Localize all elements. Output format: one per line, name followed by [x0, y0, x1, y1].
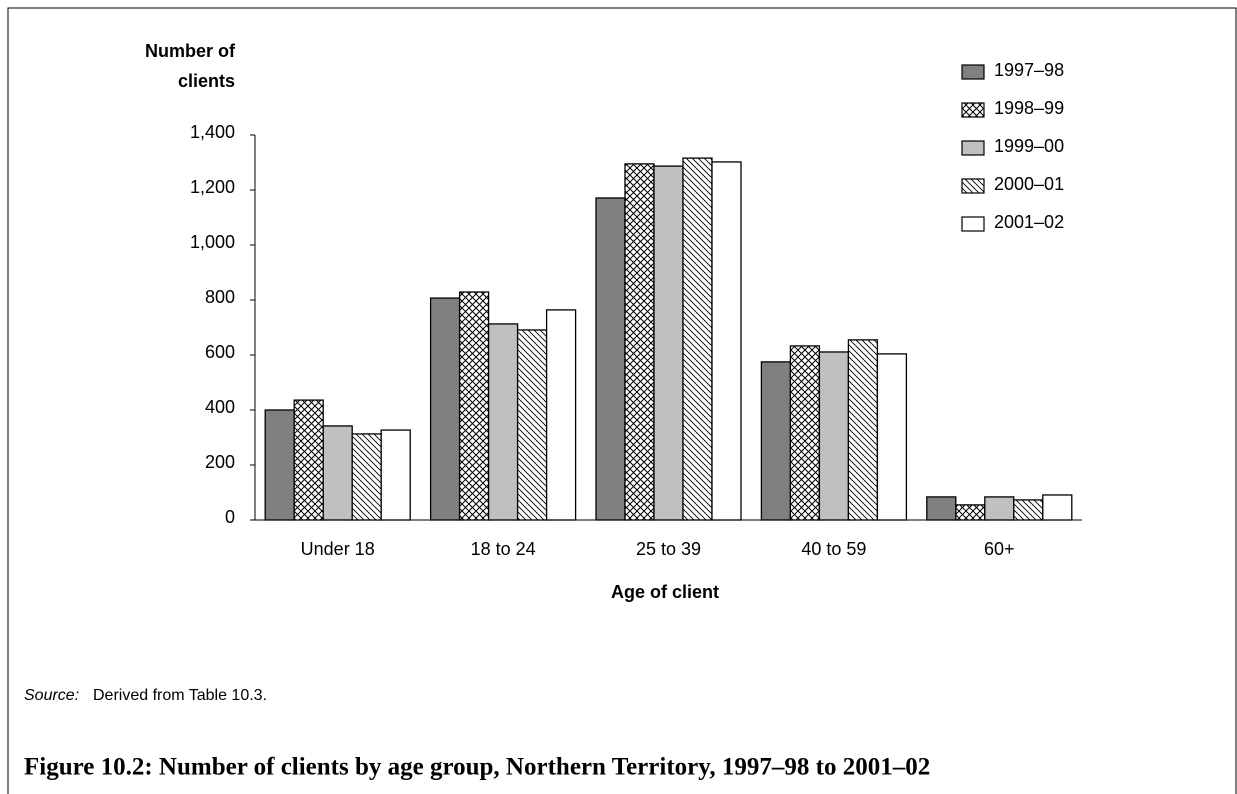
bar: [458, 291, 490, 521]
y-tick-label: 0: [225, 507, 235, 527]
legend-swatch: [961, 64, 985, 80]
bar: [682, 157, 713, 521]
bar: [653, 165, 684, 521]
bar: [429, 297, 461, 521]
source-text: Derived from Table 10.3.: [93, 687, 267, 704]
legend-label: 2000–01: [994, 174, 1064, 194]
bar: [487, 323, 519, 521]
y-tick-label: 800: [205, 287, 235, 307]
bar: [351, 433, 382, 521]
bar: [1013, 499, 1044, 521]
bar: [264, 409, 295, 521]
frame: [7, 7, 1237, 794]
bar: [984, 496, 1015, 521]
bar: [955, 504, 986, 521]
bar: [322, 425, 353, 521]
y-tick-label: 600: [205, 342, 235, 362]
chart-title: Figure 10.2: Number of clients by age gr…: [24, 754, 930, 781]
bar: [711, 161, 742, 521]
x-tick-label: 40 to 59: [801, 539, 866, 559]
x-tick-label: 60+: [984, 539, 1015, 559]
legend-swatch: [961, 140, 985, 156]
bar: [926, 496, 957, 521]
legend-label: 2001–02: [994, 212, 1064, 232]
x-tick-label: 25 to 39: [636, 539, 701, 559]
bar: [595, 197, 626, 521]
bar: [624, 163, 655, 521]
y-tick-label: 1,400: [190, 122, 235, 142]
source-label: Source:: [24, 687, 79, 704]
legend-label: 1999–00: [994, 136, 1064, 156]
bar: [293, 399, 324, 521]
bar: [789, 345, 821, 521]
legend-label: 1998–99: [994, 98, 1064, 118]
legend-swatch: [961, 216, 985, 232]
y-tick-label: 1,000: [190, 232, 235, 252]
bar: [545, 309, 577, 521]
y-tick-label: 400: [205, 397, 235, 417]
bar: [818, 351, 850, 521]
legend-swatch: [961, 178, 985, 194]
legend-label: 1997–98: [994, 60, 1064, 80]
x-axis-title: Age of client: [611, 582, 719, 602]
x-tick-label: 18 to 24: [471, 539, 536, 559]
legend-swatch: [961, 102, 985, 118]
bar: [1042, 494, 1073, 521]
y-axis-title: clients: [178, 71, 235, 91]
bar: [760, 361, 792, 521]
y-axis-title: Number of: [145, 41, 236, 61]
bar: [847, 339, 879, 521]
bar: [876, 353, 908, 521]
x-tick-label: Under 18: [301, 539, 375, 559]
y-tick-label: 1,200: [190, 177, 235, 197]
bar: [380, 429, 411, 521]
bar: [516, 329, 548, 521]
y-tick-label: 200: [205, 452, 235, 472]
